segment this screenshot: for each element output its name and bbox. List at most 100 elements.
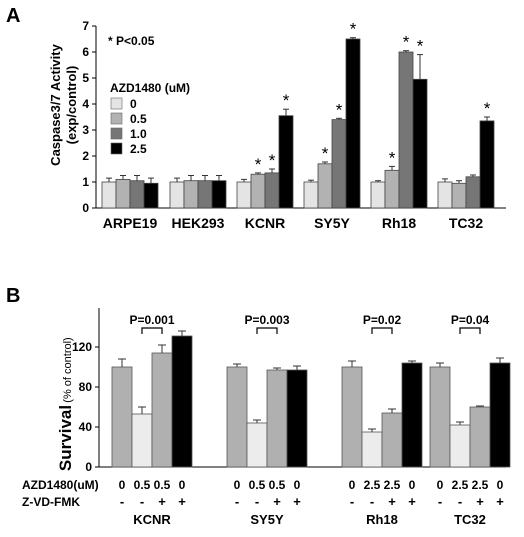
azd-dose-label: 2.5 (364, 478, 381, 492)
y-tick-label: 5 (82, 71, 89, 85)
legend-label: 1.0 (130, 127, 147, 141)
azd-dose-label: 0.5 (134, 478, 151, 492)
significance-asterisk: * (389, 148, 396, 167)
zvd-label: - (370, 494, 374, 509)
panel-a-ylabel-2: (exp/control) (64, 66, 79, 145)
y-tick-label: 120 (72, 340, 92, 354)
zvd-label: + (273, 494, 281, 509)
significance-asterisk: * (283, 91, 290, 110)
zvd-label: - (458, 494, 462, 509)
zvd-label: + (388, 494, 396, 509)
zvd-label: - (438, 494, 442, 509)
bar (384, 169, 400, 209)
bar (412, 78, 428, 209)
bar (278, 115, 294, 209)
zvd-label: - (120, 494, 124, 509)
x-tick-label: TC32 (449, 215, 483, 231)
significance-asterisk: * (417, 37, 424, 56)
bar (469, 406, 491, 468)
zvd-label: - (255, 494, 259, 509)
azd-dose-label: 0 (437, 478, 444, 492)
legend-swatch (110, 142, 123, 155)
row-label-azd: AZD1480(uM) (22, 478, 99, 492)
y-tick-label: 3 (82, 123, 89, 137)
zvd-label: + (408, 494, 416, 509)
zvd-label: + (293, 494, 301, 509)
bar (111, 366, 133, 468)
y-tick-label: 6 (82, 45, 89, 59)
x-tick-label: KCNR (245, 215, 285, 231)
panel-a-annotation: * P<0.05 (108, 34, 155, 48)
azd-dose-label: 0 (349, 478, 356, 492)
x-tick-label: Rh18 (382, 215, 416, 231)
significance-bracket (256, 327, 278, 334)
panel-a-label: A (6, 5, 20, 27)
p-value-label: P=0.04 (451, 313, 490, 327)
bar (449, 424, 471, 468)
significance-bracket (459, 327, 481, 334)
azd-dose-label: 2.5 (472, 478, 489, 492)
x-tick-label: SY5Y (314, 215, 350, 231)
azd-dose-label: 2.5 (384, 478, 401, 492)
azd-dose-label: 0 (119, 478, 126, 492)
bar (465, 176, 481, 209)
azd-dose-label: 0 (179, 478, 186, 492)
y-tick-label: 80 (79, 380, 93, 394)
significance-asterisk: * (255, 155, 262, 174)
legend-label: 2.5 (130, 142, 147, 156)
y-tick-label: 7 (82, 19, 89, 33)
group-label: Rh18 (366, 512, 398, 527)
bar (226, 366, 248, 468)
panel-b-chart: 040801200-0.5-0.5+0+P=0.001KCNR0-0.5-0.5… (72, 308, 511, 527)
significance-asterisk: * (322, 144, 329, 163)
bar (381, 412, 403, 468)
zvd-label: - (350, 494, 354, 509)
bar (429, 366, 451, 468)
azd-dose-label: 0 (234, 478, 241, 492)
x-tick-label: HEK293 (172, 215, 225, 231)
bar (250, 173, 266, 209)
legend-label: 0 (130, 97, 137, 111)
bar (345, 38, 361, 209)
bar (236, 181, 252, 209)
bar (266, 369, 288, 468)
y-tick-label: 1 (82, 175, 89, 189)
y-tick-label: 40 (79, 420, 93, 434)
bar (398, 51, 414, 209)
zvd-label: - (235, 494, 239, 509)
group-label: TC32 (454, 512, 486, 527)
zvd-label: - (140, 494, 144, 509)
bar (361, 431, 383, 468)
row-label-zvd: Z-VD-FMK (22, 495, 80, 509)
bar (129, 180, 145, 209)
bar (183, 180, 199, 209)
bar (197, 180, 213, 209)
significance-bracket (371, 327, 393, 334)
bar (341, 366, 363, 468)
bar (303, 181, 319, 209)
significance-bracket (141, 327, 163, 334)
bar (317, 163, 333, 209)
x-tick-label: ARPE19 (103, 215, 158, 231)
p-value-label: P=0.02 (363, 313, 402, 327)
y-tick-label: 0 (82, 201, 89, 215)
significance-asterisk: * (350, 20, 357, 39)
bar (331, 119, 347, 209)
significance-asterisk: * (403, 33, 410, 52)
bar (131, 413, 153, 468)
bar (169, 181, 185, 209)
legend-swatch (110, 97, 123, 110)
bar (101, 181, 117, 209)
legend-label: 0.5 (130, 112, 147, 126)
panel-a-ylabel-1: Caspase3/7 Activity (48, 43, 63, 165)
panel-a-chart: 0 1 2 3 4 5 6 7 ARPE19 HEK293 * * * KCNR * * * SY5Y * * * Rh1… (82, 19, 506, 231)
bar (479, 120, 495, 209)
bar (437, 181, 453, 209)
azd-dose-label: 0 (409, 478, 416, 492)
group-label: SY5Y (250, 512, 284, 527)
significance-asterisk: * (269, 151, 276, 170)
legend: 00.51.02.5 (110, 97, 147, 156)
significance-asterisk: * (336, 100, 343, 119)
legend-swatch (110, 127, 123, 140)
